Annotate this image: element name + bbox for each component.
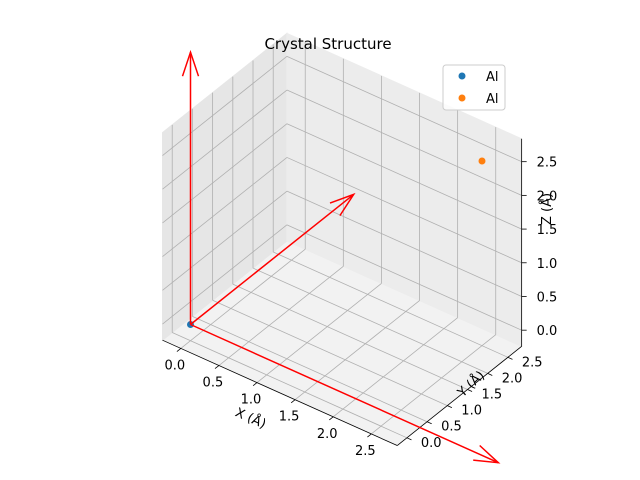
x-axis-line bbox=[162, 339, 398, 446]
grid-line-z-back bbox=[286, 224, 522, 331]
grid-line-y-floor bbox=[273, 251, 509, 358]
y-axis-line bbox=[396, 346, 522, 446]
grid-line-y-floor bbox=[212, 299, 448, 406]
y-tick-label: 1.0 bbox=[461, 404, 482, 419]
grid-line-z-back bbox=[286, 89, 522, 196]
grid-line-x-floor bbox=[332, 317, 458, 418]
grid-line-z-side bbox=[162, 123, 288, 224]
y-tick-mark bbox=[467, 389, 473, 392]
grid-line-z-back bbox=[286, 55, 522, 163]
z-tick-label: 2.5 bbox=[537, 156, 558, 171]
grid-line-y-floor bbox=[252, 267, 488, 374]
x-tick-mark bbox=[252, 382, 258, 387]
grid-line-z-back bbox=[286, 157, 522, 264]
x-tick-label: 0.0 bbox=[164, 358, 185, 373]
legend-marker-al-2 bbox=[458, 94, 466, 102]
tick-labels: 0.00.51.01.52.02.50.00.51.01.52.02.50.00… bbox=[164, 156, 557, 459]
y-tick-label: 0.0 bbox=[421, 436, 442, 451]
grid-line-x-floor bbox=[218, 266, 344, 366]
y-tick-mark bbox=[487, 373, 493, 376]
grid-line-y-floor bbox=[172, 332, 408, 439]
x-tick-mark bbox=[367, 433, 372, 438]
lattice-vectors bbox=[181, 49, 501, 464]
x-tick-label: 1.5 bbox=[279, 410, 300, 425]
legend: Al Al bbox=[442, 64, 506, 111]
grid-line-z-side bbox=[162, 224, 288, 325]
y-tick-mark bbox=[447, 405, 453, 409]
lattice-vector-c-head bbox=[181, 49, 200, 77]
x-tick-mark bbox=[329, 416, 334, 421]
grid-line-x-floor bbox=[180, 248, 306, 349]
grid-line-x-floor bbox=[371, 334, 496, 435]
y-tick-label: 2.0 bbox=[502, 371, 523, 386]
z-axis-title: Z (Å) bbox=[539, 193, 555, 225]
axes-panes bbox=[161, 32, 523, 447]
legend-box bbox=[442, 64, 506, 111]
x-tick-mark bbox=[290, 399, 296, 404]
grid-line-x-floor bbox=[256, 283, 382, 383]
atom-point-2 bbox=[478, 157, 486, 165]
grid-line-z-side bbox=[162, 157, 288, 257]
grid-line-x-floor bbox=[294, 300, 420, 401]
x-tick-label: 0.5 bbox=[203, 376, 224, 391]
y-tick-mark bbox=[507, 356, 513, 360]
x-tick-label: 2.0 bbox=[317, 427, 338, 442]
chart-title: Crystal Structure bbox=[264, 35, 391, 53]
legend-label-al-1: Al bbox=[486, 70, 499, 85]
z-tick-label: 2.0 bbox=[537, 189, 558, 204]
grid-line-y-floor bbox=[232, 283, 468, 390]
x-tick-label: 1.0 bbox=[241, 393, 262, 408]
z-tick-label: 0.0 bbox=[537, 324, 558, 339]
lattice-vector-a-head bbox=[473, 444, 501, 464]
x-tick-mark bbox=[176, 348, 182, 352]
y-tick-label: 1.5 bbox=[482, 388, 503, 403]
lattice-vector-a bbox=[190, 323, 499, 464]
legend-label-al-2: Al bbox=[486, 92, 499, 107]
legend-marker-al-1 bbox=[458, 72, 466, 80]
tick-marks bbox=[176, 161, 527, 441]
grid-lines bbox=[162, 41, 522, 439]
grid-line-z-side bbox=[162, 190, 288, 291]
lattice-vector-b-head bbox=[329, 192, 356, 217]
y-tick-label: 0.5 bbox=[441, 420, 462, 435]
grid-line-y-floor bbox=[192, 316, 428, 423]
lattice-vector-b bbox=[190, 193, 355, 326]
grid-line-z-side bbox=[162, 56, 288, 156]
y-tick-label: 2.5 bbox=[522, 355, 543, 370]
grid-line-z-back bbox=[286, 190, 522, 297]
x-tick-label: 2.5 bbox=[355, 444, 376, 459]
z-tick-label: 1.0 bbox=[537, 257, 558, 272]
z-tick-label: 0.5 bbox=[537, 291, 558, 306]
x-axis-title: X (Å) bbox=[233, 405, 269, 433]
x-tick-mark bbox=[214, 365, 220, 369]
axis-lines bbox=[162, 138, 523, 446]
y-tick-mark bbox=[426, 421, 432, 425]
grid-line-z-side bbox=[162, 89, 288, 190]
y-tick-mark bbox=[406, 437, 412, 441]
grid-line-z-back bbox=[286, 123, 522, 230]
z-tick-label: 1.5 bbox=[537, 223, 558, 238]
